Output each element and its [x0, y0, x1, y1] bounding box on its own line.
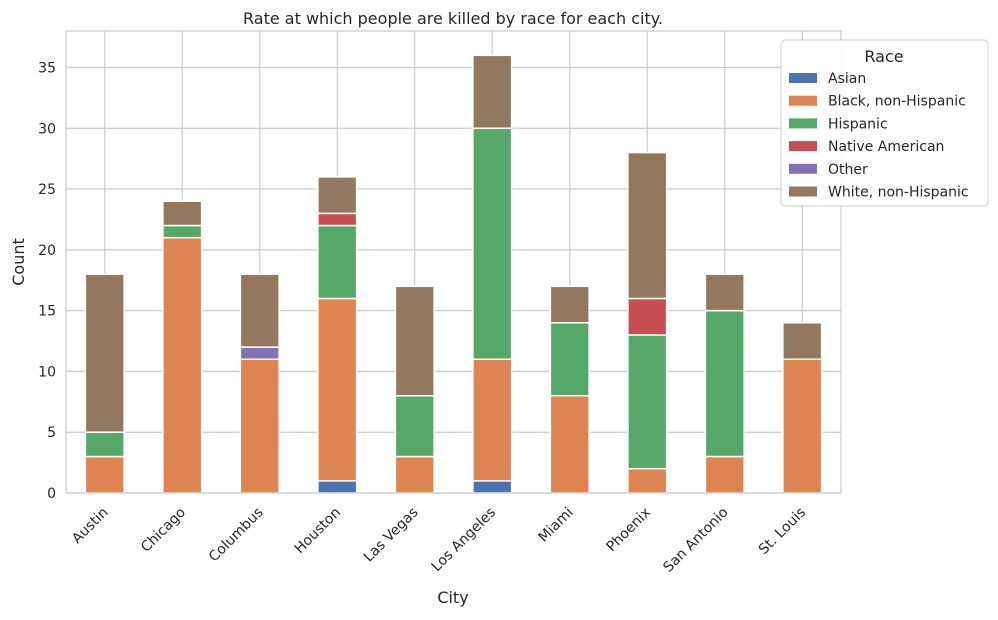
- chart-title: Rate at which people are killed by race …: [243, 9, 663, 28]
- y-tick-label: 20: [38, 243, 56, 259]
- bar-segment: [317, 224, 358, 300]
- legend-label: Native American: [828, 139, 944, 155]
- legend-swatch: [789, 163, 817, 174]
- bar-segment: [317, 176, 358, 215]
- bar-segment: [394, 285, 435, 397]
- bar-segment: [84, 455, 125, 494]
- legend: Race Asian Black, non-Hispanic Hispanic Nat…: [780, 39, 989, 207]
- legend-label: Asian: [828, 71, 866, 87]
- legend-swatch: [789, 141, 817, 152]
- bar-segment: [472, 480, 513, 494]
- bar-segment: [162, 236, 203, 494]
- bar-segment: [704, 455, 745, 494]
- y-tick-label: 25: [38, 182, 56, 198]
- bar-segment: [239, 273, 280, 348]
- bar-segment: [162, 224, 203, 239]
- legend-label: Black, non-Hispanic: [828, 94, 966, 110]
- legend-label: Other: [828, 162, 868, 178]
- bar-segment: [782, 322, 823, 361]
- y-tick-label: 30: [38, 121, 56, 137]
- bar-segment: [239, 346, 280, 361]
- bar-segment: [84, 273, 125, 433]
- bar-segment: [317, 212, 358, 227]
- legend-swatch: [789, 186, 817, 197]
- bar-segment: [394, 455, 435, 494]
- bar-segment: [627, 334, 668, 470]
- bar-segment: [627, 467, 668, 494]
- bars: [84, 54, 823, 494]
- legend-box: [780, 39, 989, 207]
- y-tick-label: 0: [47, 486, 56, 502]
- x-axis-label: City: [437, 588, 468, 607]
- bar-segment: [704, 273, 745, 312]
- bar-segment: [317, 480, 358, 494]
- y-axis-label: Count: [9, 238, 28, 286]
- y-tick-label: 35: [38, 60, 56, 76]
- bar-segment: [549, 285, 590, 324]
- legend-swatch: [789, 73, 817, 83]
- bar-segment: [704, 309, 745, 458]
- y-tick-label: 15: [38, 304, 56, 320]
- legend-swatch: [789, 118, 817, 129]
- legend-items: Asian Black, non-Hispanic Hispanic Native A…: [789, 71, 969, 201]
- y-tick-label: 5: [47, 425, 56, 441]
- plot-frame: [65, 30, 842, 494]
- bar-segment: [627, 151, 668, 300]
- legend-label: White, non-Hispanic: [828, 185, 969, 201]
- bar-segment: [239, 358, 280, 494]
- legend-label: Hispanic: [828, 116, 888, 132]
- y-tick-label: 10: [38, 364, 56, 380]
- bar-segment: [472, 358, 513, 482]
- bar-segment: [549, 394, 590, 494]
- bar-segment: [162, 200, 203, 227]
- legend-swatch: [789, 95, 817, 106]
- bar-segment: [782, 358, 823, 494]
- bar-segment: [549, 322, 590, 397]
- bar-segment: [317, 297, 358, 482]
- bar-segment: [472, 54, 513, 130]
- bar-segment: [394, 394, 435, 458]
- bar-segment: [627, 297, 668, 336]
- bar-segment: [472, 127, 513, 361]
- legend-title: Race: [864, 47, 903, 66]
- bar-segment: [84, 431, 125, 458]
- y-tick-labels: 0 5 10 15 20 25 30 35: [38, 60, 56, 502]
